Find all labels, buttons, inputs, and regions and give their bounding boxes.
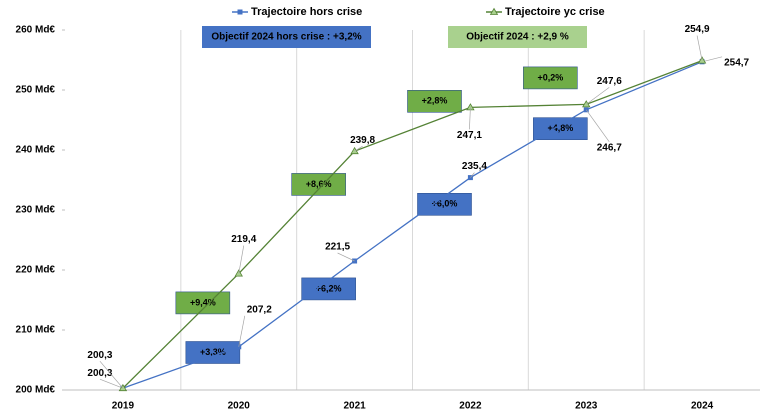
legend-marker bbox=[237, 9, 243, 15]
x-tick-label: 2023 bbox=[575, 401, 598, 412]
growth-label: +2,8% bbox=[422, 96, 448, 106]
leader-line bbox=[469, 107, 471, 130]
y-tick-label: 230 Md€ bbox=[16, 205, 56, 216]
growth-box bbox=[291, 173, 346, 196]
value-label: 219,4 bbox=[231, 234, 256, 245]
value-label: 200,3 bbox=[87, 350, 112, 361]
objective-box bbox=[448, 26, 587, 48]
growth-box bbox=[523, 66, 578, 90]
leader-line bbox=[701, 56, 723, 63]
growth-label: +8,6% bbox=[306, 179, 332, 189]
objective-label: Objectif 2024 : +2,9 % bbox=[466, 32, 569, 43]
objective-box bbox=[202, 26, 371, 48]
legend-label: Trajectoire hors crise bbox=[251, 6, 362, 18]
y-tick-label: 260 Md€ bbox=[16, 25, 56, 36]
leader-line bbox=[238, 315, 246, 347]
leader-line bbox=[238, 245, 245, 274]
x-tick-label: 2022 bbox=[459, 401, 482, 412]
value-label: 221,5 bbox=[325, 242, 350, 253]
value-label: 247,1 bbox=[457, 130, 482, 141]
series-line bbox=[122, 61, 703, 389]
leader-line bbox=[99, 360, 124, 389]
growth-box bbox=[407, 90, 462, 113]
legend-label: Trajectoire yc crise bbox=[505, 6, 605, 18]
growth-box bbox=[175, 291, 231, 315]
x-tick-label: 2019 bbox=[112, 401, 135, 412]
value-label: 254,9 bbox=[685, 24, 710, 35]
growth-box bbox=[301, 277, 356, 301]
legend-marker bbox=[489, 7, 499, 15]
value-label: 247,6 bbox=[597, 76, 622, 87]
growth-label: +0,2% bbox=[537, 72, 563, 82]
leader-line bbox=[696, 35, 703, 61]
growth-box bbox=[185, 341, 241, 364]
leader-line bbox=[354, 145, 363, 152]
value-label: 235,4 bbox=[462, 161, 487, 172]
y-tick-label: 210 Md€ bbox=[16, 325, 56, 336]
growth-box bbox=[417, 193, 472, 216]
growth-label: +4,8% bbox=[547, 123, 573, 133]
leader-line bbox=[99, 378, 124, 389]
growth-box bbox=[533, 117, 588, 140]
value-label: 239,8 bbox=[350, 135, 375, 146]
leader-line bbox=[585, 109, 610, 143]
x-tick-label: 2024 bbox=[691, 401, 714, 412]
y-tick-label: 250 Md€ bbox=[16, 85, 56, 96]
leader-line bbox=[586, 87, 610, 105]
series-line bbox=[122, 59, 703, 389]
growth-label: +9,4% bbox=[190, 297, 216, 307]
value-label: 254,7 bbox=[724, 57, 749, 68]
value-label: 207,2 bbox=[247, 304, 272, 315]
leader-line bbox=[470, 172, 475, 178]
y-tick-label: 200 Md€ bbox=[16, 385, 56, 396]
value-label: 246,7 bbox=[597, 142, 622, 153]
growth-label: +6,0% bbox=[432, 199, 458, 209]
objective-label: Objectif 2024 hors crise : +3,2% bbox=[211, 32, 361, 43]
marker bbox=[350, 146, 359, 155]
marker bbox=[582, 100, 591, 108]
growth-label: +3,3% bbox=[200, 347, 226, 357]
y-tick-label: 220 Md€ bbox=[16, 265, 56, 276]
value-label: 200,3 bbox=[87, 368, 112, 379]
y-tick-label: 240 Md€ bbox=[16, 145, 56, 156]
growth-label: +6,2% bbox=[316, 283, 342, 293]
x-tick-label: 2020 bbox=[228, 401, 251, 412]
x-tick-label: 2021 bbox=[343, 401, 366, 412]
leader-line bbox=[337, 252, 355, 262]
